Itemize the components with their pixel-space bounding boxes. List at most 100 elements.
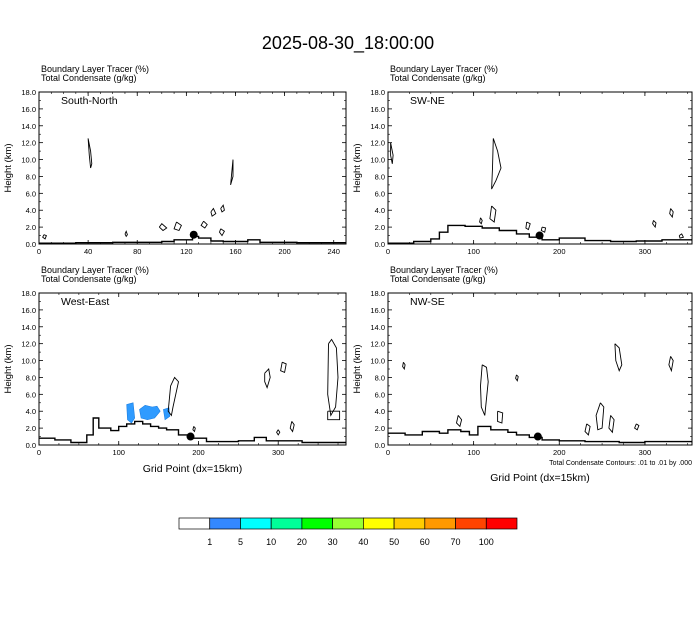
x-tick-label: 300	[639, 448, 652, 457]
condensate-contour	[525, 221, 531, 231]
section-label: West-East	[61, 296, 109, 308]
colorbar-swatch	[209, 517, 241, 530]
tracer-shading	[139, 404, 161, 421]
y-tick-label: 14.0	[21, 122, 36, 131]
panel-heading-tracer: Boundary Layer Tracer (%)	[390, 64, 498, 74]
y-tick-label: 8.0	[375, 373, 385, 382]
colorbar-swatch	[332, 517, 364, 530]
plot-frame	[387, 292, 693, 446]
location-marker	[189, 230, 198, 239]
location-marker	[535, 231, 544, 240]
condensate-contour	[595, 402, 605, 431]
plot-area	[388, 343, 692, 444]
condensate-contour	[167, 376, 179, 417]
x-tick-label: 200	[553, 247, 566, 256]
condensate-contour	[608, 415, 615, 434]
colorbar-swatch	[363, 517, 395, 530]
section-label: South-North	[61, 95, 118, 107]
condensate-contour	[220, 204, 225, 213]
condensate-contour	[87, 138, 93, 169]
condensate-contour	[456, 415, 463, 428]
y-tick-label: 10.0	[21, 156, 36, 165]
y-tick-label: 16.0	[370, 306, 385, 315]
y-tick-label: 18.0	[21, 289, 36, 298]
y-tick-label: 6.0	[26, 390, 36, 399]
condensate-contour	[515, 374, 519, 382]
x-tick-label: 200	[553, 448, 566, 457]
y-tick-label: 4.0	[26, 206, 36, 215]
y-tick-label: 18.0	[370, 88, 385, 97]
panel-nw-se: Boundary Layer Tracer (%)Total Condensat…	[352, 265, 693, 484]
y-tick-label: 12.0	[370, 340, 385, 349]
condensate-contour	[479, 217, 483, 225]
panels: Boundary Layer Tracer (%)Total Condensat…	[3, 64, 693, 484]
y-tick-label: 4.0	[26, 407, 36, 416]
condensate-contour	[652, 220, 657, 229]
colorbar-swatch	[393, 517, 426, 530]
y-tick-label: 10.0	[370, 156, 385, 165]
plot-area	[388, 138, 692, 244]
x-tick-label: 80	[133, 247, 141, 256]
y-tick-label: 2.0	[26, 424, 36, 433]
condensate-contour	[668, 356, 674, 373]
x-tick-label: 0	[37, 247, 41, 256]
y-tick-label: 16.0	[21, 306, 36, 315]
y-axis-label: Height (km)	[3, 344, 14, 393]
y-tick-label: 12.0	[370, 139, 385, 148]
y-tick-label: 0.0	[26, 441, 36, 450]
contour-note: Total Condensate Contours: .01 to .01 by…	[549, 460, 692, 467]
section-label: SW-NE	[410, 95, 445, 107]
panel-heading-tracer: Boundary Layer Tracer (%)	[41, 64, 149, 74]
y-tick-label: 6.0	[375, 390, 385, 399]
condensate-contour	[210, 207, 217, 217]
condensate-contour	[230, 159, 234, 186]
y-tick-label: 16.0	[21, 105, 36, 114]
plot-frame	[387, 91, 693, 245]
x-tick-label: 40	[84, 247, 92, 256]
x-tick-label: 100	[467, 247, 480, 256]
y-axis-label: Height (km)	[352, 344, 363, 393]
y-tick-label: 12.0	[21, 139, 36, 148]
y-tick-label: 18.0	[21, 88, 36, 97]
y-tick-label: 14.0	[21, 323, 36, 332]
condensate-contour	[327, 410, 341, 421]
condensate-contour	[276, 429, 281, 436]
y-tick-label: 2.0	[375, 424, 385, 433]
y-tick-label: 8.0	[375, 172, 385, 181]
y-tick-label: 2.0	[26, 223, 36, 232]
x-axis-label: Grid Point (dx=15km)	[143, 463, 243, 475]
colorbar-label: 1	[207, 537, 212, 547]
colorbar-label: 20	[297, 537, 307, 547]
y-tick-label: 14.0	[370, 122, 385, 131]
section-label: NW-SE	[410, 296, 445, 308]
x-tick-label: 300	[272, 448, 285, 457]
y-tick-label: 6.0	[26, 189, 36, 198]
colorbar-label: 5	[238, 537, 243, 547]
tracer-shading	[126, 402, 136, 424]
y-tick-label: 8.0	[26, 373, 36, 382]
colorbar-label: 60	[420, 537, 430, 547]
panel-heading-condensate: Total Condensate (g/kg)	[41, 73, 137, 83]
condensate-contour	[584, 423, 591, 436]
condensate-contour	[200, 220, 208, 229]
x-axis-label: Grid Point (dx=15km)	[490, 472, 590, 484]
panel-sw-ne: Boundary Layer Tracer (%)Total Condensat…	[352, 64, 693, 256]
colorbar-swatch	[270, 517, 303, 530]
y-axis-label: Height (km)	[352, 143, 363, 192]
y-tick-label: 10.0	[370, 357, 385, 366]
colorbar-swatch	[424, 517, 456, 530]
terrain-line	[388, 224, 692, 244]
condensate-contour	[491, 138, 502, 190]
condensate-contour	[192, 426, 196, 433]
colorbar-label: 70	[451, 537, 461, 547]
plot-frame	[38, 292, 347, 446]
colorbar-swatch	[485, 517, 518, 530]
y-tick-label: 6.0	[375, 189, 385, 198]
y-axis-label: Height (km)	[3, 143, 14, 192]
y-tick-label: 2.0	[375, 223, 385, 232]
x-tick-label: 0	[386, 448, 390, 457]
plot-frame	[38, 91, 347, 245]
location-marker	[533, 432, 542, 441]
panel-west-east: Boundary Layer Tracer (%)Total Condensat…	[3, 265, 347, 475]
condensate-contour	[489, 205, 497, 223]
